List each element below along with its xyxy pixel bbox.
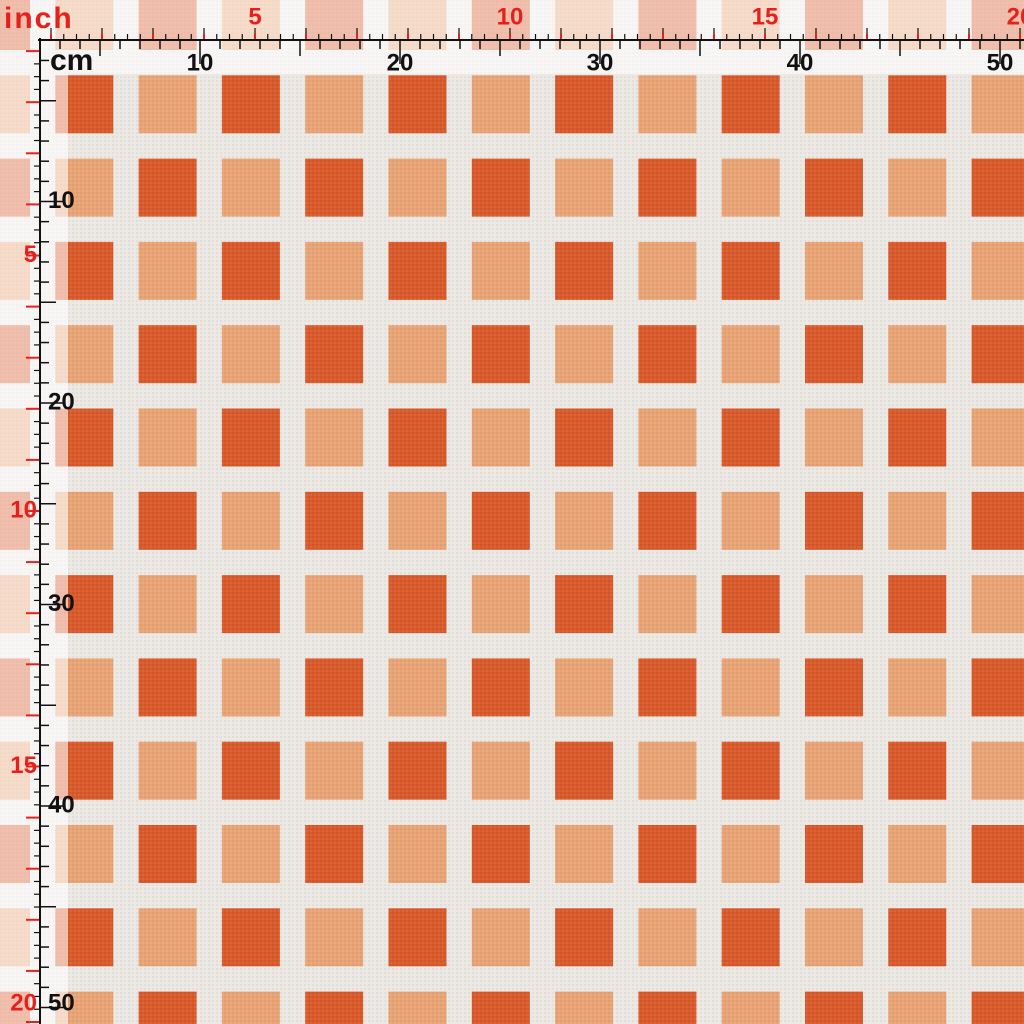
top-cm-label: 30: [587, 49, 614, 76]
left-cm-label: 10: [48, 187, 75, 214]
ruler-overlay-top: [0, 0, 1024, 74]
left-cm-label: 40: [48, 791, 75, 818]
left-inch-label: 15: [10, 752, 37, 779]
top-inch-label: 10: [497, 3, 524, 30]
left-cm-label: 50: [48, 989, 75, 1016]
top-cm-label: 50: [987, 49, 1014, 76]
cm-unit-label: cm: [50, 44, 93, 77]
left-cm-label: 30: [48, 590, 75, 617]
top-inch-label: 5: [248, 3, 261, 30]
left-inch-label: 10: [10, 496, 37, 523]
left-cm-label: 20: [48, 388, 75, 415]
top-inch-label: 15: [752, 3, 779, 30]
top-inch-label: 20: [1007, 3, 1024, 30]
left-inch-label: 5: [24, 241, 37, 268]
top-cm-label: 20: [387, 49, 414, 76]
top-cm-label: 40: [787, 49, 814, 76]
left-inch-label: 20: [10, 989, 37, 1016]
inch-unit-label: inch: [4, 2, 74, 35]
top-cm-label: 10: [187, 49, 214, 76]
